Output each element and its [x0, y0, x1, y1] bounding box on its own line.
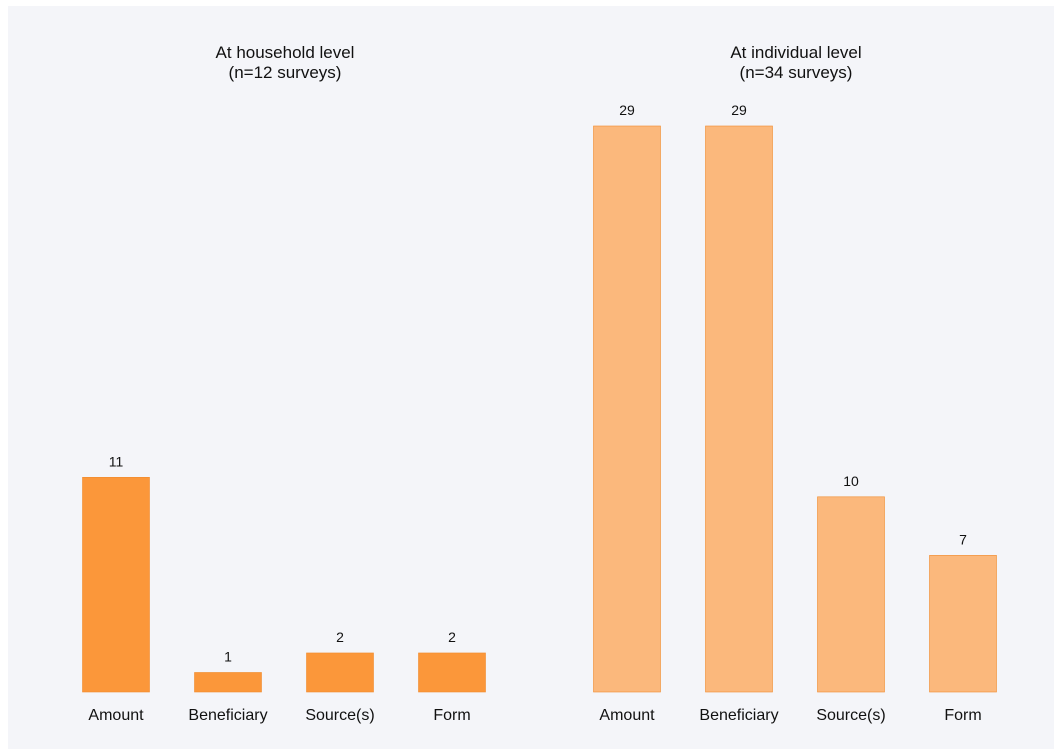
category-label: Beneficiary [699, 707, 778, 724]
bar-chart: At household level (n=12 surveys) 11 Amou… [82, 43, 997, 724]
panel-title: At household level [216, 43, 355, 62]
bar-sources [306, 652, 374, 693]
bar-amount [82, 477, 150, 693]
bar-sources [817, 496, 885, 693]
value-label: 11 [109, 453, 124, 469]
bars-household: 11 Amount 1 Beneficiary 2 Source(s) 2 Form [82, 453, 486, 724]
value-label: 29 [619, 102, 635, 118]
bar-form [929, 555, 997, 693]
panel-individual: At individual level (n=34 surveys) 29 Amo… [593, 43, 997, 724]
bar-beneficiary [705, 125, 773, 693]
category-label: Source(s) [305, 707, 374, 724]
category-label: Source(s) [816, 707, 885, 724]
category-label: Amount [599, 707, 655, 724]
value-label: 1 [224, 648, 232, 664]
category-label: Amount [88, 707, 144, 724]
bar-form [418, 652, 486, 693]
panel-subtitle: (n=34 surveys) [740, 63, 853, 82]
bars-individual: 29 Amount 29 Beneficiary 10 Source(s) 7 Form [593, 102, 997, 724]
bar-beneficiary [194, 672, 262, 693]
value-label: 2 [448, 629, 456, 645]
value-label: 10 [843, 473, 859, 489]
chart-canvas: At household level (n=12 surveys) 11 Amou… [8, 6, 1054, 749]
category-label: Form [433, 707, 470, 724]
bar-amount [593, 125, 661, 693]
panel-household: At household level (n=12 surveys) 11 Amou… [82, 43, 486, 724]
value-label: 7 [959, 531, 967, 547]
category-label: Beneficiary [188, 707, 267, 724]
category-label: Form [944, 707, 981, 724]
panel-subtitle: (n=12 surveys) [229, 63, 342, 82]
panel-title: At individual level [730, 43, 861, 62]
value-label: 2 [336, 629, 344, 645]
value-label: 29 [731, 102, 747, 118]
